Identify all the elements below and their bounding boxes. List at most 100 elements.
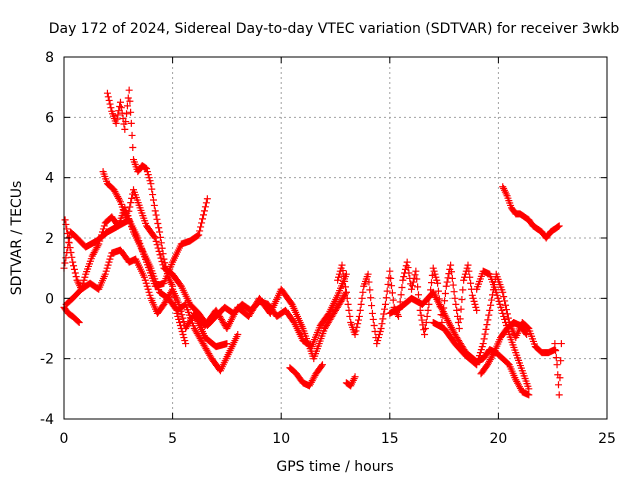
data-point bbox=[112, 119, 120, 127]
data-point bbox=[489, 350, 497, 358]
data-point bbox=[487, 301, 495, 309]
data-point bbox=[495, 297, 503, 305]
data-point bbox=[355, 312, 363, 320]
x-tick-label: 20 bbox=[489, 431, 507, 447]
data-point bbox=[354, 320, 362, 328]
data-point bbox=[370, 321, 378, 329]
data-point bbox=[75, 318, 83, 326]
data-point bbox=[178, 328, 186, 336]
data-point bbox=[318, 361, 326, 369]
data-point bbox=[451, 294, 459, 302]
data-point bbox=[194, 232, 202, 240]
data-point bbox=[81, 273, 89, 281]
data-point bbox=[470, 297, 478, 305]
y-tick-label: -4 bbox=[40, 412, 54, 428]
data-point bbox=[159, 261, 167, 269]
data-point bbox=[421, 325, 429, 332]
data-point bbox=[178, 311, 186, 319]
data-point bbox=[70, 265, 78, 273]
data-point bbox=[369, 315, 377, 323]
data-point bbox=[498, 306, 506, 314]
data-point bbox=[102, 267, 110, 275]
series-track-14 bbox=[477, 318, 531, 378]
data-point bbox=[196, 227, 204, 235]
data-point bbox=[156, 233, 164, 241]
data-point bbox=[173, 309, 181, 317]
data-point bbox=[387, 274, 395, 282]
data-point bbox=[127, 199, 135, 207]
data-point bbox=[99, 225, 107, 233]
data-point bbox=[352, 327, 360, 335]
data-point bbox=[382, 294, 390, 302]
data-point bbox=[170, 293, 178, 301]
series-track-3 bbox=[61, 204, 242, 375]
data-point bbox=[394, 312, 402, 320]
x-tick-label: 5 bbox=[168, 431, 177, 447]
data-point bbox=[106, 255, 114, 263]
data-point bbox=[502, 301, 510, 309]
data-point bbox=[335, 273, 343, 281]
data-point bbox=[523, 331, 531, 339]
data-point bbox=[124, 94, 132, 102]
data-point bbox=[471, 300, 479, 308]
data-point bbox=[114, 111, 122, 119]
data-point bbox=[68, 253, 76, 261]
data-point bbox=[95, 240, 103, 248]
data-point bbox=[127, 119, 135, 127]
data-point bbox=[104, 261, 112, 269]
data-point bbox=[467, 279, 475, 287]
data-point bbox=[441, 290, 449, 298]
data-point bbox=[468, 291, 476, 299]
data-point bbox=[417, 311, 425, 319]
data-point bbox=[525, 385, 533, 393]
data-point bbox=[469, 294, 477, 302]
data-point bbox=[365, 278, 373, 286]
data-point bbox=[425, 300, 433, 308]
data-point bbox=[454, 318, 462, 326]
data-point bbox=[155, 224, 163, 232]
data-point bbox=[374, 337, 382, 345]
data-point bbox=[62, 254, 70, 262]
data-point bbox=[493, 291, 501, 299]
data-point bbox=[156, 228, 164, 236]
data-point bbox=[486, 306, 494, 314]
data-point bbox=[488, 296, 496, 304]
data-point bbox=[474, 358, 482, 366]
data-point bbox=[339, 267, 347, 275]
data-point bbox=[398, 283, 406, 291]
series-track-8 bbox=[286, 361, 326, 390]
data-point bbox=[98, 228, 106, 236]
data-point bbox=[373, 340, 381, 348]
data-point bbox=[129, 144, 137, 151]
data-point bbox=[98, 231, 106, 239]
x-tick-label: 25 bbox=[598, 431, 616, 447]
data-point bbox=[169, 282, 177, 290]
data-point bbox=[147, 180, 155, 188]
data-point bbox=[500, 293, 508, 301]
data-point bbox=[180, 334, 188, 342]
data-point bbox=[318, 362, 326, 370]
data-point bbox=[200, 207, 208, 215]
data-point bbox=[553, 361, 561, 369]
data-point bbox=[105, 258, 113, 266]
data-point bbox=[150, 201, 158, 209]
series-track-2 bbox=[62, 246, 231, 351]
data-point bbox=[144, 285, 152, 293]
series-track-13 bbox=[473, 267, 533, 393]
data-point bbox=[442, 282, 450, 290]
data-point bbox=[343, 294, 351, 302]
data-point bbox=[477, 346, 485, 354]
data-point bbox=[441, 297, 449, 305]
data-point bbox=[71, 269, 79, 277]
data-point bbox=[199, 215, 207, 223]
data-point bbox=[125, 207, 133, 215]
data-point bbox=[481, 330, 489, 338]
y-tick-label: 4 bbox=[45, 171, 54, 187]
data-point bbox=[124, 212, 132, 220]
data-point bbox=[473, 306, 481, 314]
data-point bbox=[465, 267, 473, 275]
data-point bbox=[175, 315, 183, 323]
data-point bbox=[378, 320, 386, 328]
data-point bbox=[156, 251, 164, 259]
data-point bbox=[65, 239, 73, 247]
